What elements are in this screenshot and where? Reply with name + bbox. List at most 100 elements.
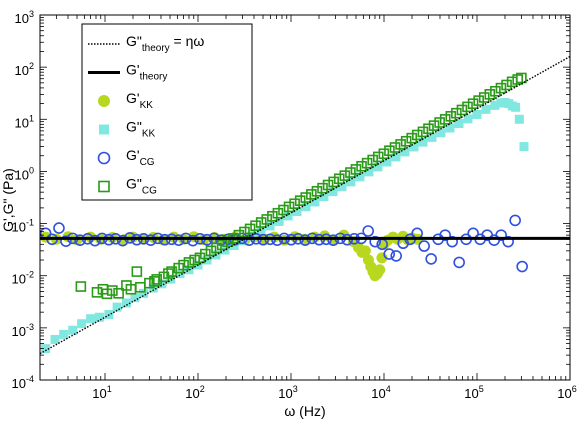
point-g2_cg: [131, 266, 143, 277]
y-tick-label: 103: [15, 9, 34, 26]
point-g2_cg: [439, 114, 451, 125]
point-g1_cg: [187, 234, 199, 247]
point-g2_cg: [300, 192, 312, 203]
point-g2_kk: [121, 298, 131, 308]
point-g1_kk: [359, 245, 371, 257]
point-g2_kk: [364, 167, 374, 177]
point-g1_cg: [390, 250, 402, 262]
point-g2_kk: [130, 293, 140, 303]
point-g1_cg: [144, 234, 157, 246]
point-g2_cg: [356, 160, 367, 172]
point-g2_kk: [400, 147, 410, 157]
point-g2_cg: [406, 132, 418, 144]
point-g2_cg: [250, 220, 261, 232]
point-g2_cg: [205, 245, 217, 257]
legend-label: G"theory = ηω: [126, 33, 204, 54]
point-g2_cg: [451, 107, 462, 119]
x-tick-label: 103: [278, 384, 297, 401]
point-g2_cg: [400, 135, 412, 147]
point-g2_kk: [355, 172, 365, 182]
point-g1_cg: [369, 235, 381, 248]
point-g2_cg: [484, 89, 496, 100]
point-g2_kk: [472, 109, 482, 119]
y-tick-label: 102: [15, 61, 34, 78]
point-g2_kk: [514, 114, 524, 124]
plot-frame: [39, 14, 571, 381]
y-axis-label: G',G" (Pa): [0, 168, 16, 232]
point-g2_cg: [200, 248, 211, 260]
point-g2_cg: [75, 281, 87, 292]
point-g2_cg: [495, 82, 507, 94]
point-g2_cg: [378, 148, 390, 160]
x-tick-label: 104: [371, 384, 390, 401]
point-g2_kk: [391, 152, 401, 162]
point-g2_cg: [456, 104, 468, 116]
point-g2_kk: [265, 221, 275, 231]
point-g1_cg: [509, 214, 521, 227]
point-g1_cg: [425, 253, 437, 265]
point-g2_cg: [267, 210, 278, 222]
legend-label: G'CG: [126, 147, 155, 168]
point-g2_cg: [350, 164, 362, 175]
point-g2_kk: [202, 255, 212, 265]
point-g2_cg: [283, 201, 295, 213]
point-g2_cg: [372, 151, 384, 163]
point-g2_kk: [382, 157, 392, 167]
point-g2_cg: [322, 179, 334, 191]
point-g2_cg: [345, 167, 356, 178]
x-tick-label: 101: [92, 384, 111, 401]
point-g1_cg: [299, 234, 311, 246]
point-g2_kk: [59, 329, 69, 339]
point-g2_cg: [462, 101, 473, 113]
point-g2_kk: [418, 137, 428, 147]
point-g2_cg: [467, 98, 479, 110]
axes-layer: [39, 14, 571, 381]
point-g2_cg: [183, 257, 195, 268]
series-g2_theory: [40, 55, 570, 355]
point-g1_cg: [89, 234, 101, 247]
point-g2_cg: [473, 95, 484, 106]
point-g2_kk: [427, 132, 437, 142]
y-tick-label: 10-4: [12, 374, 34, 391]
point-g2_cg: [272, 207, 284, 219]
point-g2_kk: [436, 128, 446, 138]
point-g1_cg: [362, 225, 374, 237]
point-g2_cg: [239, 226, 250, 238]
point-g2_cg: [389, 142, 401, 153]
point-g2_kk: [283, 211, 293, 221]
point-g2_kk: [112, 302, 122, 312]
point-g2_kk: [292, 207, 302, 217]
point-g2_kk: [490, 100, 500, 110]
point-g2_cg: [512, 74, 524, 85]
y-tick-label: 100: [15, 165, 34, 182]
point-g2_kk: [166, 274, 176, 284]
point-g2_kk: [310, 197, 320, 207]
legend-box: [81, 23, 253, 201]
point-g2_cg: [306, 189, 317, 200]
point-g1_cg: [53, 222, 65, 234]
point-g1_cg: [327, 234, 339, 246]
y-tick-label: 101: [15, 113, 34, 130]
point-g2_cg: [189, 254, 200, 266]
point-g2_kk: [86, 314, 96, 324]
point-g2_kk: [139, 288, 149, 298]
point-g2_cg: [317, 182, 328, 194]
point-g1_kk: [374, 264, 386, 276]
point-g2_cg: [255, 217, 267, 228]
point-g2_kk: [328, 187, 338, 197]
point-g1_cg: [271, 234, 283, 246]
series-layer: [40, 55, 570, 355]
point-g2_kk: [77, 319, 87, 329]
point-g2_cg: [101, 288, 113, 300]
point-g2_cg: [244, 223, 256, 235]
point-g2_cg: [361, 157, 373, 169]
point-g2_kk: [454, 119, 464, 129]
point-g2_kk: [337, 182, 347, 192]
x-tick-label: 102: [185, 384, 204, 401]
x-axis-label: ω (Hz): [284, 403, 325, 419]
point-g2_kk: [274, 216, 284, 226]
point-g2_cg: [278, 204, 289, 216]
point-g1_cg: [74, 234, 86, 246]
point-g1_cg: [418, 240, 430, 252]
